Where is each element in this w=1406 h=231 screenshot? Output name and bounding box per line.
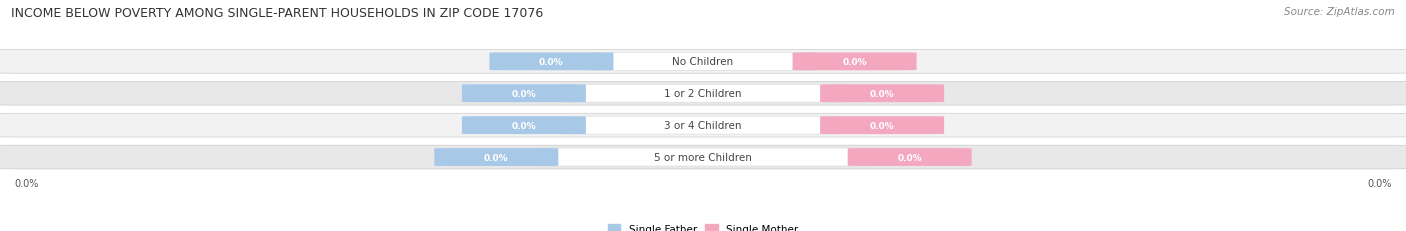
Text: INCOME BELOW POVERTY AMONG SINGLE-PARENT HOUSEHOLDS IN ZIP CODE 17076: INCOME BELOW POVERTY AMONG SINGLE-PARENT…	[11, 7, 544, 20]
Text: 0.0%: 0.0%	[484, 153, 509, 162]
FancyBboxPatch shape	[463, 117, 586, 134]
FancyBboxPatch shape	[848, 149, 972, 166]
FancyBboxPatch shape	[820, 117, 945, 134]
FancyBboxPatch shape	[820, 85, 945, 103]
Text: 0.0%: 0.0%	[512, 89, 536, 98]
Text: 3 or 4 Children: 3 or 4 Children	[664, 121, 742, 131]
FancyBboxPatch shape	[562, 117, 844, 135]
Text: 0.0%: 0.0%	[897, 153, 922, 162]
FancyBboxPatch shape	[0, 146, 1406, 169]
FancyBboxPatch shape	[562, 85, 844, 103]
FancyBboxPatch shape	[434, 149, 558, 166]
FancyBboxPatch shape	[793, 53, 917, 71]
Text: 0.0%: 0.0%	[842, 58, 868, 67]
FancyBboxPatch shape	[0, 114, 1406, 137]
FancyBboxPatch shape	[534, 148, 872, 166]
Text: 0.0%: 0.0%	[870, 121, 894, 130]
FancyBboxPatch shape	[489, 53, 613, 71]
FancyBboxPatch shape	[0, 82, 1406, 106]
Text: 5 or more Children: 5 or more Children	[654, 152, 752, 162]
FancyBboxPatch shape	[0, 50, 1406, 74]
FancyBboxPatch shape	[463, 85, 586, 103]
Text: 0.0%: 0.0%	[14, 178, 38, 188]
Text: 0.0%: 0.0%	[870, 89, 894, 98]
Legend: Single Father, Single Mother: Single Father, Single Mother	[603, 220, 803, 231]
Text: 0.0%: 0.0%	[512, 121, 536, 130]
Text: Source: ZipAtlas.com: Source: ZipAtlas.com	[1284, 7, 1395, 17]
Text: No Children: No Children	[672, 57, 734, 67]
Text: 0.0%: 0.0%	[1368, 178, 1392, 188]
Text: 0.0%: 0.0%	[538, 58, 564, 67]
Text: 1 or 2 Children: 1 or 2 Children	[664, 89, 742, 99]
FancyBboxPatch shape	[591, 53, 815, 71]
